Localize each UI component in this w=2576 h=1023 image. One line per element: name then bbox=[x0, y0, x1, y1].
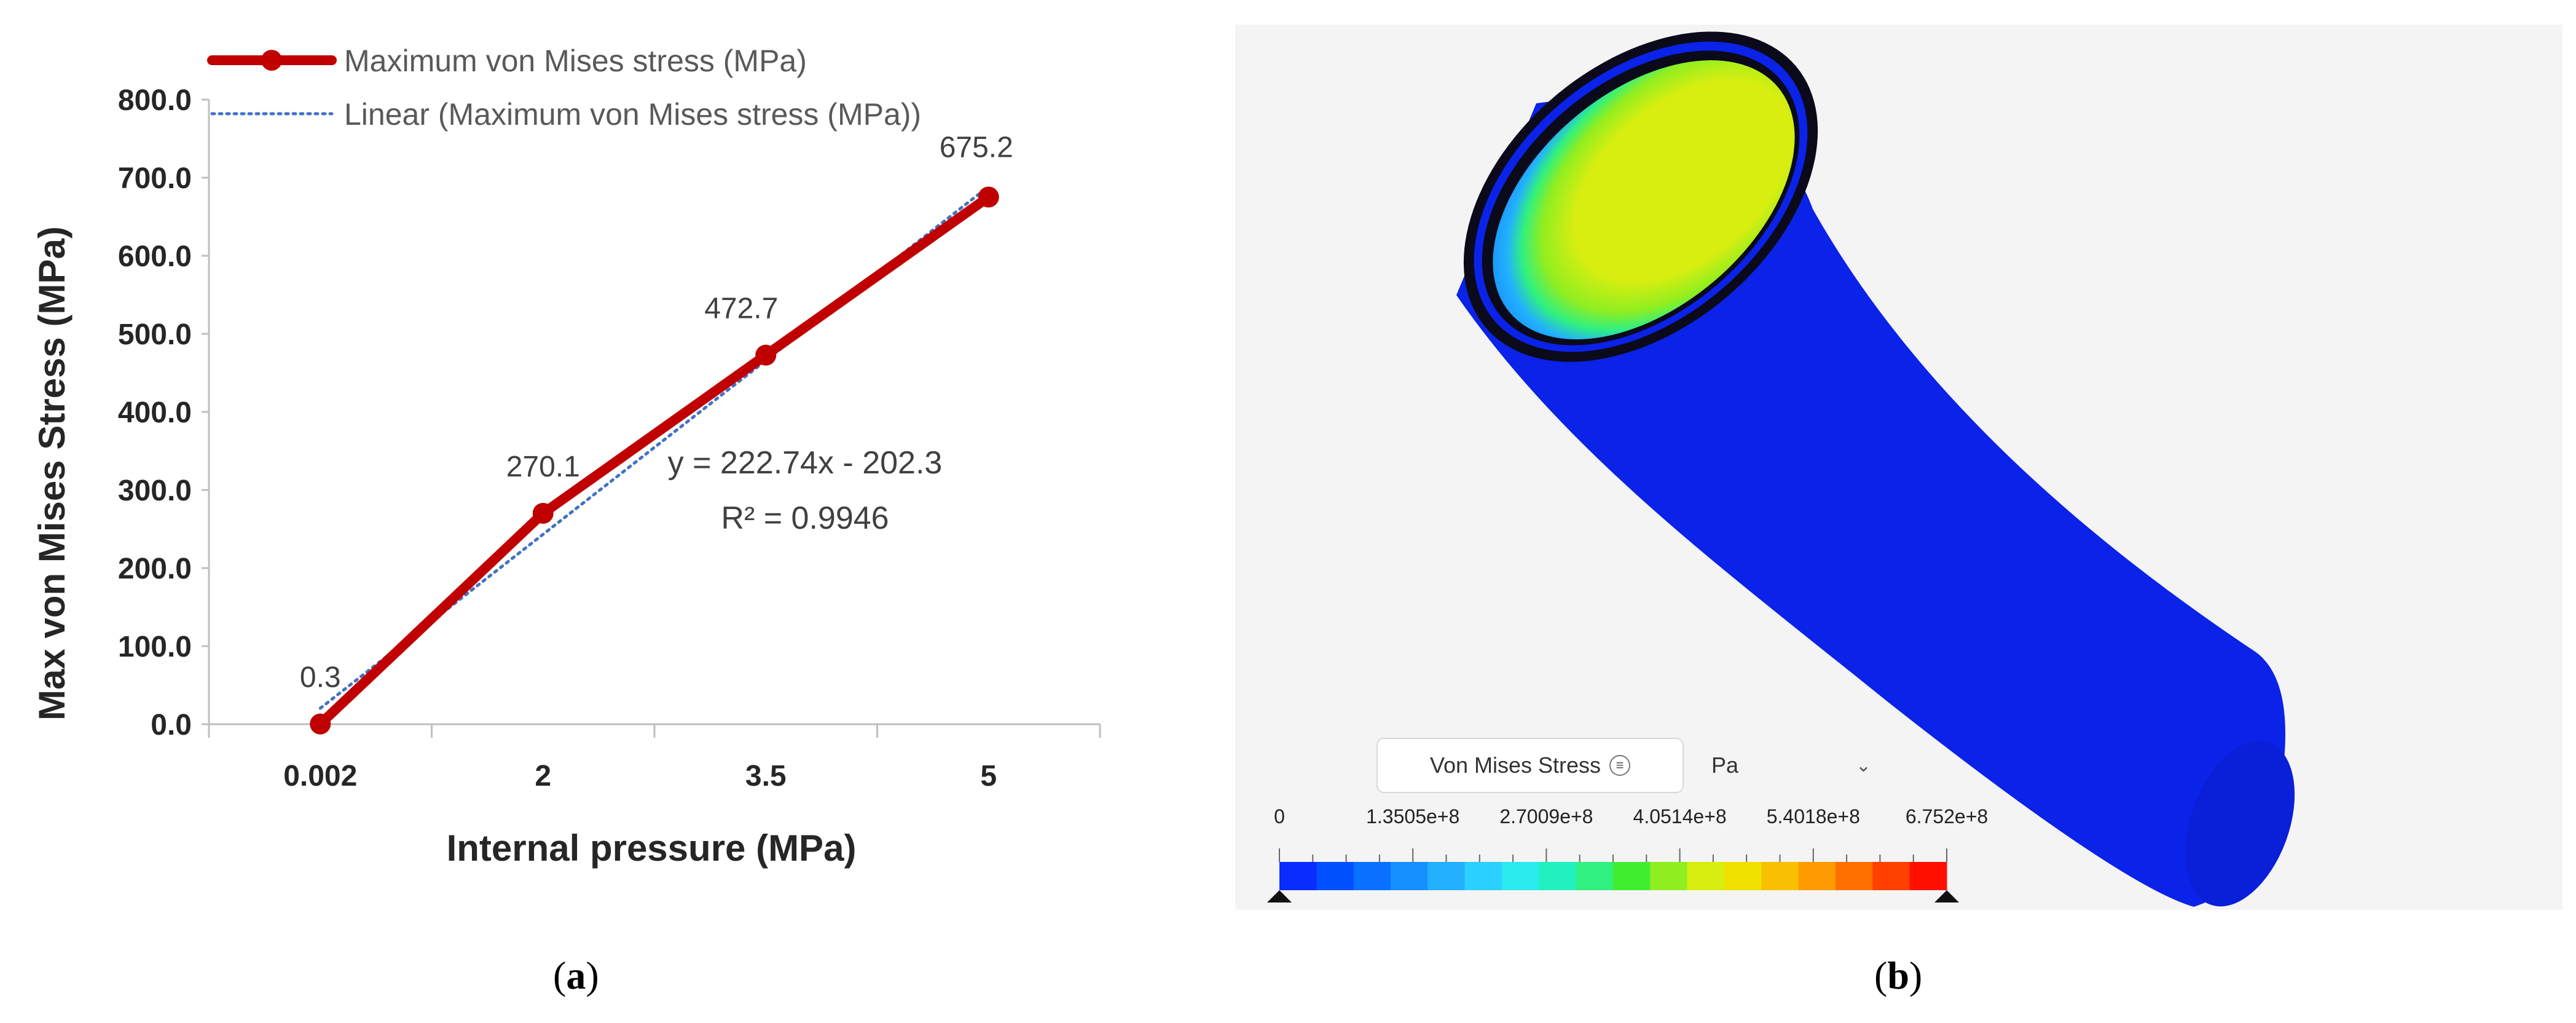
colorbar-segment bbox=[1279, 862, 1317, 890]
chart-legend: Maximum von Mises stress (MPa) Linear (Ma… bbox=[207, 44, 921, 132]
chevron-down-icon[interactable]: ⌄ bbox=[1855, 755, 1871, 776]
y-tick-label: 800.0 bbox=[118, 84, 192, 117]
series-line-max-stress bbox=[315, 192, 994, 729]
colorbar-segment bbox=[1353, 862, 1391, 890]
colorbar-segment bbox=[1613, 862, 1651, 890]
colorbar-segment bbox=[1391, 862, 1428, 890]
series-layer: 0.3 270.1 472.7 675.2 bbox=[300, 131, 1013, 735]
colorbar-min-marker[interactable] bbox=[1267, 890, 1292, 903]
colorbar-tick-label: 0 bbox=[1274, 805, 1285, 827]
colorbar-segment bbox=[1798, 862, 1836, 890]
pipe-inner-surface bbox=[1493, 60, 1795, 340]
y-tick-label: 300.0 bbox=[118, 475, 192, 507]
x-tick-label: 2 bbox=[535, 760, 551, 792]
chart-axes: 0.0 100.0 200.0 300.0 400.0 500.0 600.0 700.0 80… bbox=[118, 84, 1101, 792]
pipe-render bbox=[1267, 31, 2295, 907]
colorbar-tick-label: 1.3505e+8 bbox=[1366, 805, 1460, 827]
y-tick-label: 700.0 bbox=[118, 162, 192, 195]
y-tick-label: 100.0 bbox=[118, 631, 192, 663]
y-tick-label: 600.0 bbox=[118, 240, 192, 273]
colorbar-max-marker[interactable] bbox=[1934, 890, 1959, 903]
data-label: 675.2 bbox=[940, 131, 1013, 164]
data-label: 472.7 bbox=[704, 293, 778, 325]
colorbar-tick-label: 4.0514e+8 bbox=[1633, 805, 1727, 827]
y-tick-label: 200.0 bbox=[118, 553, 192, 585]
colorbar-segment bbox=[1687, 862, 1725, 890]
colorbar-segment bbox=[1576, 862, 1614, 890]
colorbar-tick-label: 6.752e+8 bbox=[1905, 805, 1989, 827]
y-axis-title: Max von Mises Stress (MPa) bbox=[31, 226, 73, 721]
caption-a: (a) bbox=[553, 954, 599, 997]
legend-label-trendline: Linear (Maximum von Mises stress (MPa)) bbox=[344, 97, 921, 132]
colorbar-segment bbox=[1316, 862, 1354, 890]
data-label: 270.1 bbox=[506, 451, 580, 483]
unit-label: Pa bbox=[1711, 752, 1739, 778]
data-point bbox=[755, 344, 777, 366]
colorbar-segment bbox=[1464, 862, 1502, 890]
colorbar-segment bbox=[1761, 862, 1799, 890]
colorbar-segment bbox=[1427, 862, 1466, 890]
y-tick-label: 500.0 bbox=[118, 318, 192, 351]
colorbar-segment bbox=[1724, 862, 1762, 890]
data-point bbox=[310, 713, 331, 735]
pipe-far-end bbox=[2185, 741, 2295, 907]
r-squared-label: R² = 0.9946 bbox=[721, 500, 889, 536]
x-tick-label: 0.002 bbox=[283, 760, 357, 792]
unit-dropdown[interactable]: Pa ⌄ bbox=[1699, 738, 1883, 793]
colorbar-segment bbox=[1539, 862, 1577, 890]
data-point bbox=[978, 186, 999, 208]
colorbar-segment bbox=[1650, 862, 1688, 890]
colorbar-tick-label: 5.4018e+8 bbox=[1766, 805, 1860, 827]
result-type-selector[interactable]: Von Mises Stress ≡ bbox=[1376, 738, 1684, 793]
colorbar-tick-label: 2.7009e+8 bbox=[1499, 805, 1593, 827]
legend-label-series: Maximum von Mises stress (MPa) bbox=[344, 44, 807, 78]
simulation-result-panel[interactable]: Von Mises Stress ≡ Pa ⌄ 0 1.3505e+8 2.7009… bbox=[1235, 25, 2562, 910]
y-tick-label: 400.0 bbox=[118, 397, 192, 429]
colorbar-segment bbox=[1909, 862, 1947, 890]
data-point bbox=[532, 502, 554, 524]
stress-line-chart: 0.0 100.0 200.0 300.0 400.0 500.0 600.0 700.0 80… bbox=[31, 44, 1101, 869]
caption-b: (b) bbox=[1874, 954, 1923, 997]
x-tick-label: 5 bbox=[980, 760, 997, 792]
result-type-label: Von Mises Stress bbox=[1429, 752, 1601, 778]
colorbar-tick-labels: 0 1.3505e+8 2.7009e+8 4.0514e+8 5.4018e+8 6.7… bbox=[1274, 805, 1988, 842]
colorbar-segment bbox=[1872, 862, 1910, 890]
y-tick-label: 0.0 bbox=[151, 709, 192, 741]
info-icon[interactable]: ≡ bbox=[1609, 755, 1631, 776]
legend-swatch-marker bbox=[261, 50, 282, 71]
colorbar-segment bbox=[1502, 862, 1539, 890]
x-tick-label: 3.5 bbox=[745, 760, 787, 792]
trendline-equation: y = 222.74x - 202.3 bbox=[668, 445, 943, 481]
data-label: 0.3 bbox=[300, 662, 341, 694]
colorbar bbox=[1279, 848, 1947, 890]
x-axis-title: Internal pressure (MPa) bbox=[447, 827, 857, 869]
colorbar-segment bbox=[1836, 862, 1873, 890]
